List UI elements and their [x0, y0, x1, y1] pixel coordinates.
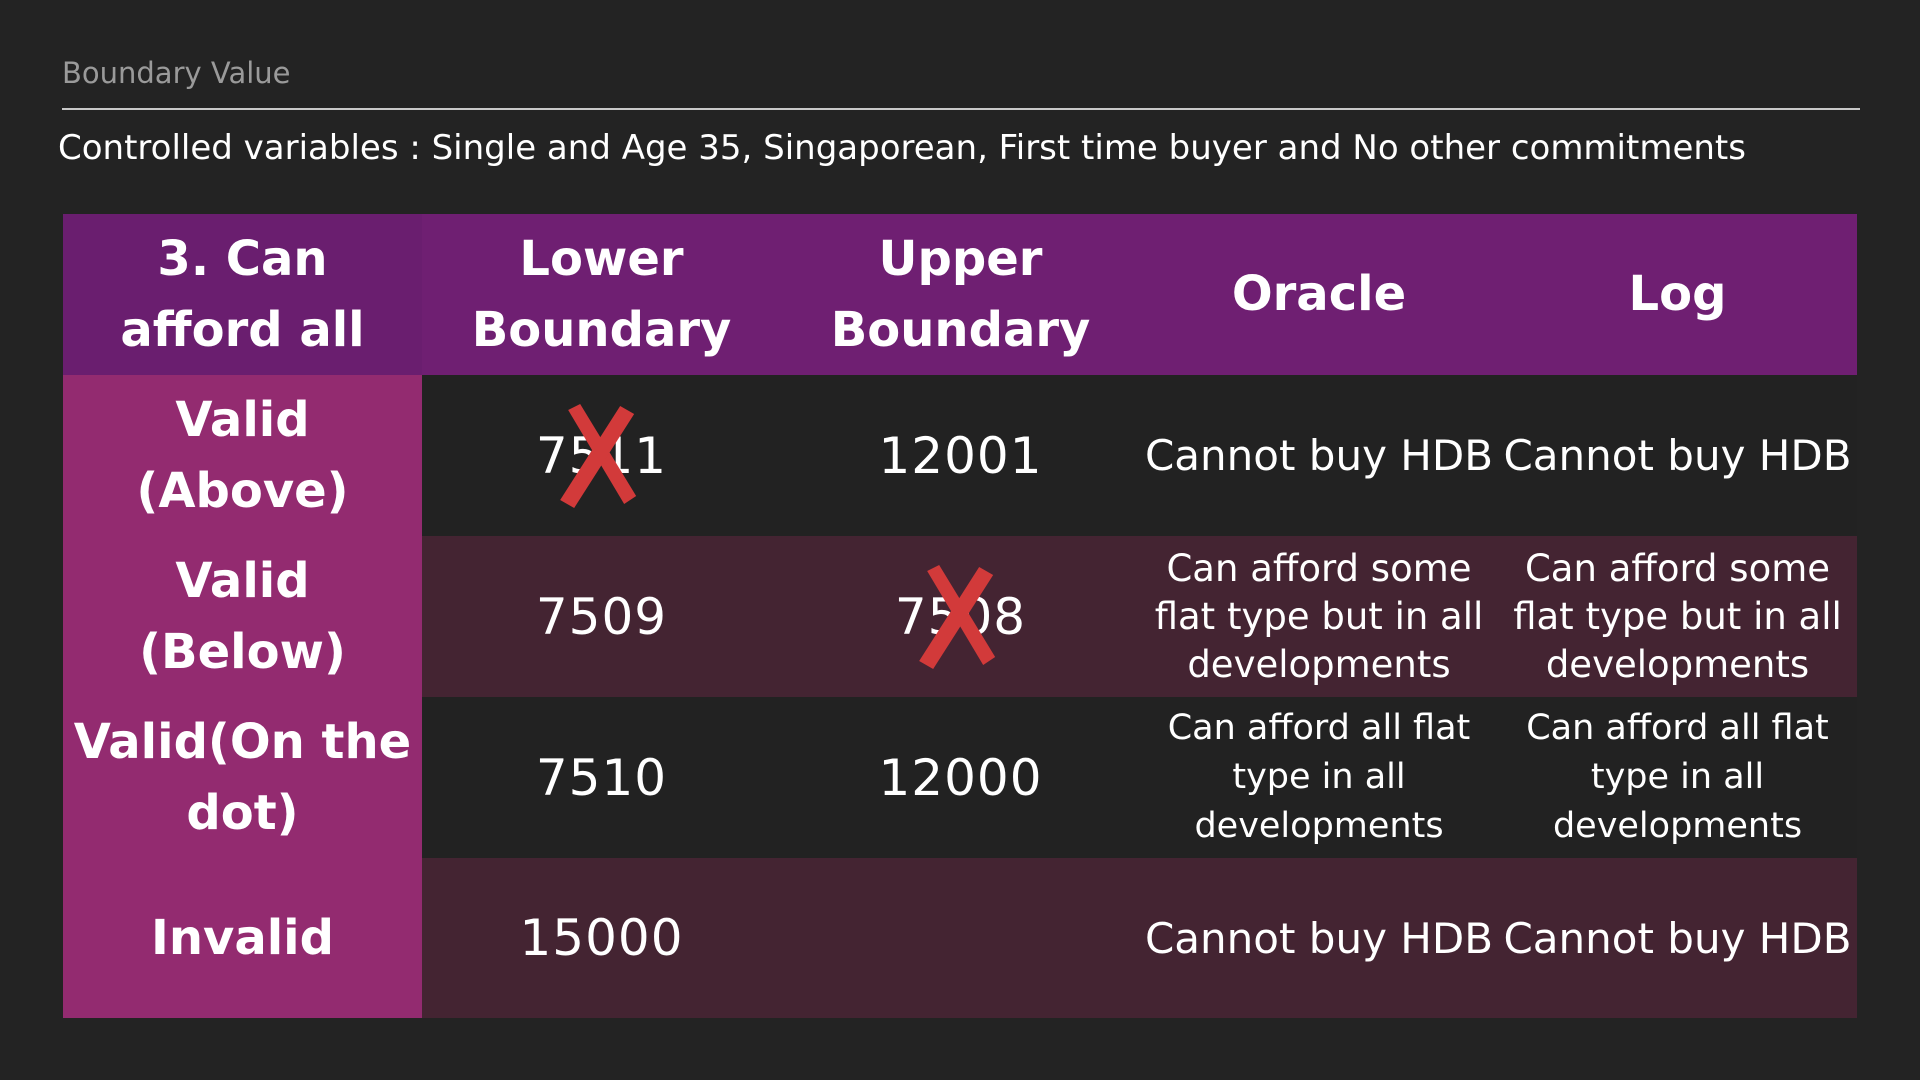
row-label-invalid: Invalid: [63, 858, 422, 1018]
upper-boundary-value: 12000: [878, 748, 1043, 807]
oracle-cell: Cannot buy HDB: [1140, 375, 1498, 536]
lower-boundary-cell: 7510: [422, 697, 781, 858]
log-cell: Can afford all flat type in all developm…: [1498, 697, 1857, 858]
upper-boundary-cell: [781, 858, 1140, 1018]
column-header-log: Log: [1498, 214, 1857, 375]
crossed-value: 7511: [535, 403, 668, 508]
oracle-cell: Cannot buy HDB: [1140, 858, 1498, 1018]
column-header-lower-boundary: Lower Boundary: [422, 214, 781, 375]
slide-label: Boundary Value: [62, 56, 291, 90]
controlled-variables-text: Controlled variables : Single and Age 35…: [58, 128, 1746, 168]
lower-boundary-cell: 15000: [422, 858, 781, 1018]
log-cell: Cannot buy HDB: [1498, 375, 1857, 536]
row-label-valid-above: Valid (Above): [63, 375, 422, 536]
lower-boundary-cell: 7511: [422, 375, 781, 536]
lower-boundary-cell: 7509: [422, 536, 781, 697]
crossed-value: 7508: [894, 564, 1027, 669]
lower-boundary-value: 7510: [535, 748, 668, 807]
row-label-valid-on-the-dot: Valid(On the dot): [63, 697, 422, 858]
upper-boundary-value: 7508: [894, 587, 1027, 646]
column-header-upper-boundary: Upper Boundary: [781, 214, 1140, 375]
log-cell: Cannot buy HDB: [1498, 858, 1857, 1018]
lower-boundary-value: 7511: [535, 426, 668, 485]
row-label-valid-below: Valid (Below): [63, 536, 422, 697]
header-divider: [62, 108, 1860, 110]
upper-boundary-cell: 12000: [781, 697, 1140, 858]
column-header-oracle: Oracle: [1140, 214, 1498, 375]
column-header-category: 3. Can afford all: [63, 214, 422, 375]
boundary-value-table: 3. Can afford all Lower Boundary Upper B…: [63, 214, 1857, 1018]
log-cell: Can afford some flat type but in all dev…: [1498, 536, 1857, 697]
upper-boundary-cell: 7508: [781, 536, 1140, 697]
upper-boundary-cell: 12001: [781, 375, 1140, 536]
oracle-cell: Can afford some flat type but in all dev…: [1140, 536, 1498, 697]
lower-boundary-value: 15000: [519, 909, 684, 967]
upper-boundary-value: 12001: [878, 426, 1043, 485]
oracle-cell: Can afford all flat type in all developm…: [1140, 697, 1498, 858]
lower-boundary-value: 7509: [535, 587, 668, 646]
